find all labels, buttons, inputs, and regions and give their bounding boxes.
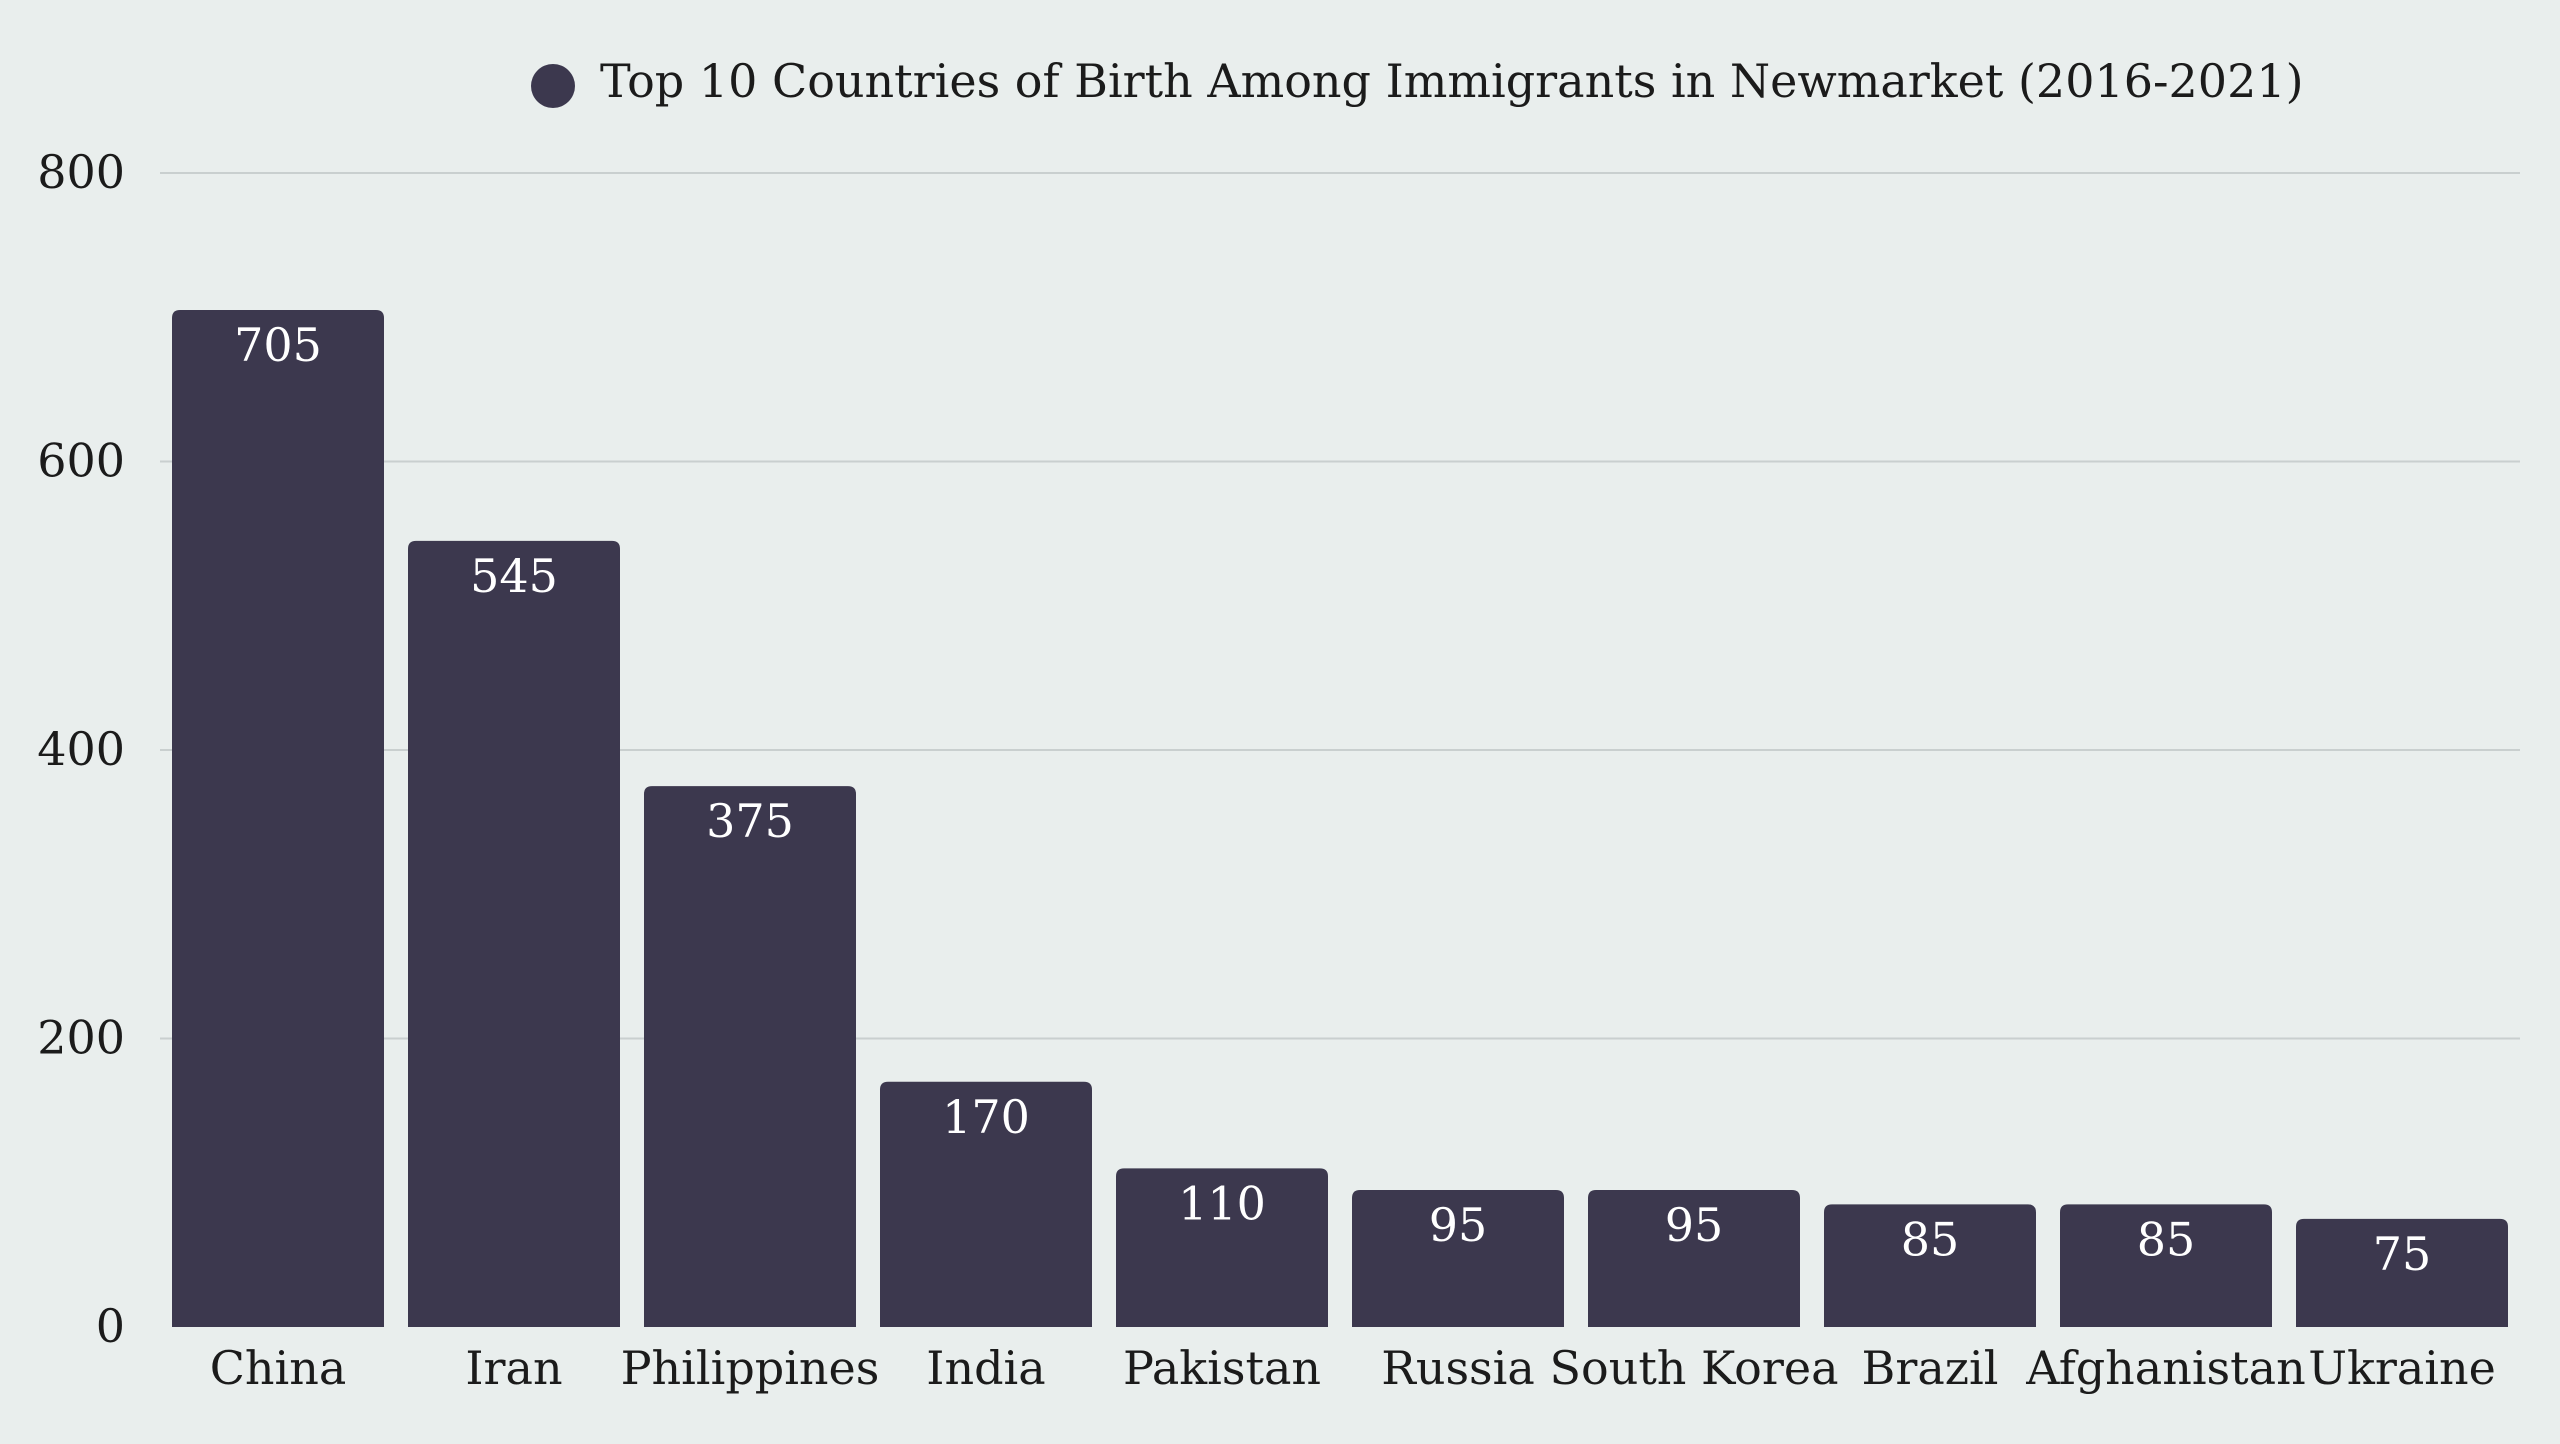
x-tick-label: Ukraine <box>2308 1341 2496 1395</box>
bar-brazil <box>1824 1204 2036 1327</box>
bar-philippines <box>644 786 856 1327</box>
bar-iran <box>408 540 620 1327</box>
value-label: 95 <box>1665 1198 1724 1252</box>
x-tick-label: Pakistan <box>1123 1341 1321 1395</box>
legend-marker <box>531 64 575 108</box>
value-label: 545 <box>470 549 558 603</box>
x-tick-label: Iran <box>465 1341 562 1395</box>
value-label: 110 <box>1178 1176 1266 1230</box>
x-tick-label: Philippines <box>621 1341 880 1395</box>
x-tick-label: Afghanistan <box>2025 1341 2305 1395</box>
bar-pakistan <box>1116 1168 1328 1327</box>
bar-afghanistan <box>2060 1204 2272 1327</box>
x-tick-label: Russia <box>1381 1341 1535 1395</box>
value-label: 705 <box>234 318 322 372</box>
y-tick-label: 400 <box>37 722 125 776</box>
bar-south-korea <box>1588 1189 1800 1327</box>
x-tick-label: China <box>210 1341 347 1395</box>
bar-china <box>172 310 384 1328</box>
y-tick-label: 0 <box>96 1299 125 1353</box>
x-tick-label: Brazil <box>1862 1341 1999 1395</box>
x-tick-label: South Korea <box>1549 1341 1838 1395</box>
y-axis-ticks: 0 200 400 600 800 <box>37 145 125 1353</box>
bar-russia <box>1352 1189 1564 1327</box>
value-label: 75 <box>2373 1227 2432 1281</box>
x-axis-ticks: China Iran Philippines India Pakistan Russia S… <box>210 1341 2496 1395</box>
value-label: 95 <box>1429 1198 1488 1252</box>
y-tick-label: 200 <box>37 1011 125 1065</box>
legend: Top 10 Countries of Birth Among Immigran… <box>531 54 2304 108</box>
value-label: 375 <box>706 794 794 848</box>
value-label: 170 <box>942 1090 1030 1144</box>
y-tick-label: 600 <box>37 434 125 488</box>
x-tick-label: India <box>926 1341 1045 1395</box>
value-label: 85 <box>1901 1212 1960 1266</box>
value-label: 85 <box>2137 1212 2196 1266</box>
legend-label: Top 10 Countries of Birth Among Immigran… <box>600 54 2304 108</box>
value-labels: 705 545 375 170 110 95 95 85 85 75 <box>234 318 2431 1281</box>
y-tick-label: 800 <box>37 145 125 199</box>
bar-india <box>880 1081 1092 1327</box>
bars <box>172 310 2508 1328</box>
bar-ukraine <box>2296 1218 2508 1327</box>
